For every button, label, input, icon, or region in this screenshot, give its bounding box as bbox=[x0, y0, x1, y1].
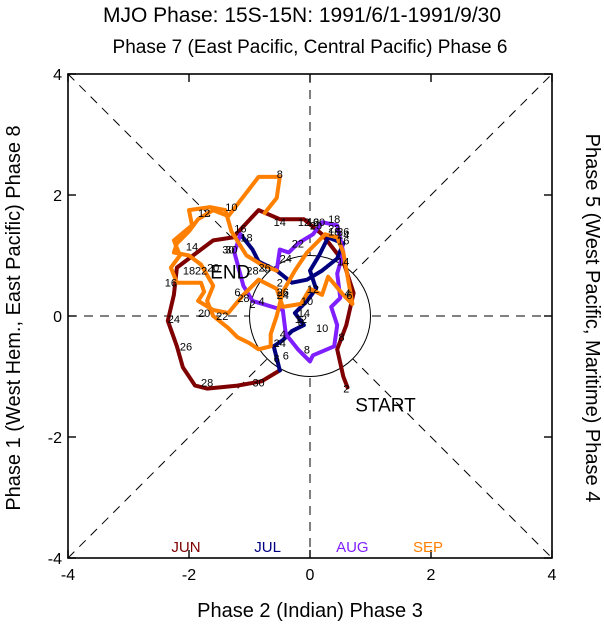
day-label-jun: 30 bbox=[252, 378, 264, 390]
day-label-aug: 22 bbox=[328, 223, 340, 235]
day-label-jul: 20 bbox=[310, 220, 322, 232]
day-label-aug: 24 bbox=[337, 229, 349, 241]
y-tick-label: -2 bbox=[48, 430, 62, 447]
day-label-sep: 10 bbox=[225, 202, 237, 214]
day-label-jul: 10 bbox=[301, 296, 313, 308]
y-tick-label: 2 bbox=[53, 188, 62, 205]
day-label-jul: 24 bbox=[280, 254, 292, 266]
y-tick-label: 4 bbox=[53, 67, 62, 84]
day-label-jul: 18 bbox=[328, 226, 340, 238]
day-label-aug: 8 bbox=[304, 344, 310, 356]
day-label-jul: 6 bbox=[283, 350, 289, 362]
day-label-jun: 28 bbox=[201, 378, 213, 390]
day-label-jul: 14 bbox=[298, 308, 310, 320]
day-label-aug: 10 bbox=[316, 323, 328, 335]
day-label-sep: 28 bbox=[237, 293, 249, 305]
day-label-jun: 6 bbox=[346, 290, 352, 302]
day-label-aug: 16 bbox=[337, 235, 349, 247]
day-label-jun: 22 bbox=[195, 266, 207, 278]
day-label-sep: 12 bbox=[198, 208, 210, 220]
x-tick-label: 2 bbox=[427, 567, 436, 584]
y-axis-label-right: Phase 5 (West Pacific, Maritime) Phase 4 bbox=[581, 134, 603, 503]
series-line-aug bbox=[232, 220, 346, 364]
day-label-sep: 2 bbox=[277, 278, 283, 290]
x-axis-label: Phase 2 (Indian) Phase 3 bbox=[197, 600, 423, 622]
day-label-jul: 22 bbox=[292, 238, 304, 250]
day-label-aug: 2 bbox=[249, 299, 255, 311]
day-label-sep: 4 bbox=[259, 296, 265, 308]
series-line-sep bbox=[168, 174, 355, 352]
day-label-jul: 28 bbox=[246, 266, 258, 278]
legend-item-aug: AUG bbox=[336, 539, 369, 556]
day-label-jul: 12 bbox=[295, 314, 307, 326]
end-label: END bbox=[210, 263, 250, 284]
legend-item-jun: JUN bbox=[171, 539, 200, 556]
day-label-jun: 4 bbox=[344, 288, 350, 300]
legend-item-jul: JUL bbox=[254, 539, 281, 556]
day-label-aug: 12 bbox=[307, 284, 319, 296]
legend-item-sep: SEP bbox=[413, 539, 443, 556]
day-label-aug: 4 bbox=[280, 329, 286, 341]
day-label-jun: 24 bbox=[168, 314, 180, 326]
day-label-sep: 24 bbox=[277, 290, 289, 302]
y-tick-label: 0 bbox=[53, 309, 62, 326]
day-label-jun: 12 bbox=[298, 217, 310, 229]
day-label-sep: 26 bbox=[277, 287, 289, 299]
x-tick-label: -4 bbox=[61, 567, 75, 584]
day-label-jun: 16 bbox=[234, 223, 246, 235]
day-label-aug: 18 bbox=[328, 214, 340, 226]
day-label-jun: 20 bbox=[207, 263, 219, 275]
day-label-jun: 18 bbox=[240, 232, 252, 244]
x-tick-label: 4 bbox=[548, 567, 557, 584]
day-label-jun: 8 bbox=[338, 332, 344, 344]
day-label-jun: 2 bbox=[343, 384, 349, 396]
day-label-jul: 26 bbox=[259, 263, 271, 275]
y-tick-label: -4 bbox=[48, 551, 62, 568]
y-axis-label-left: Phase 1 (West Hem., East Pacific) Phase … bbox=[3, 125, 25, 510]
day-label-sep: 20 bbox=[198, 308, 210, 320]
day-label-jun: 26 bbox=[180, 341, 192, 353]
day-label-sep: 18 bbox=[183, 266, 195, 278]
day-label-jun: 10 bbox=[307, 217, 319, 229]
day-label-sep: 16 bbox=[165, 278, 177, 290]
day-label-aug: 14 bbox=[337, 257, 349, 269]
day-label-sep: 8 bbox=[277, 169, 283, 181]
day-label-sep: 30 bbox=[225, 244, 237, 256]
start-label: START bbox=[355, 395, 416, 416]
day-label-jun: 14 bbox=[274, 217, 286, 229]
day-label-jul: 30 bbox=[222, 244, 234, 256]
day-label-sep: 14 bbox=[186, 241, 198, 253]
day-label-jul: 16 bbox=[307, 217, 319, 229]
day-label-jul: 8 bbox=[298, 317, 304, 329]
x-tick-label: 0 bbox=[306, 567, 315, 584]
day-label-jul: 2 bbox=[274, 338, 280, 350]
top-phase-label: Phase 7 (East Pacific, Central Pacific) … bbox=[113, 37, 508, 58]
x-tick-label: -2 bbox=[182, 567, 196, 584]
day-label-aug: 26 bbox=[337, 226, 349, 238]
day-label-aug: 6 bbox=[274, 353, 280, 365]
day-label-sep: 6 bbox=[234, 287, 240, 299]
day-label-sep: 22 bbox=[216, 311, 228, 323]
day-label-jul: 4 bbox=[280, 338, 286, 350]
day-label-aug: 20 bbox=[313, 217, 325, 229]
chart-title: MJO Phase: 15S-15N: 1991/6/1-1991/9/30 bbox=[103, 4, 501, 27]
